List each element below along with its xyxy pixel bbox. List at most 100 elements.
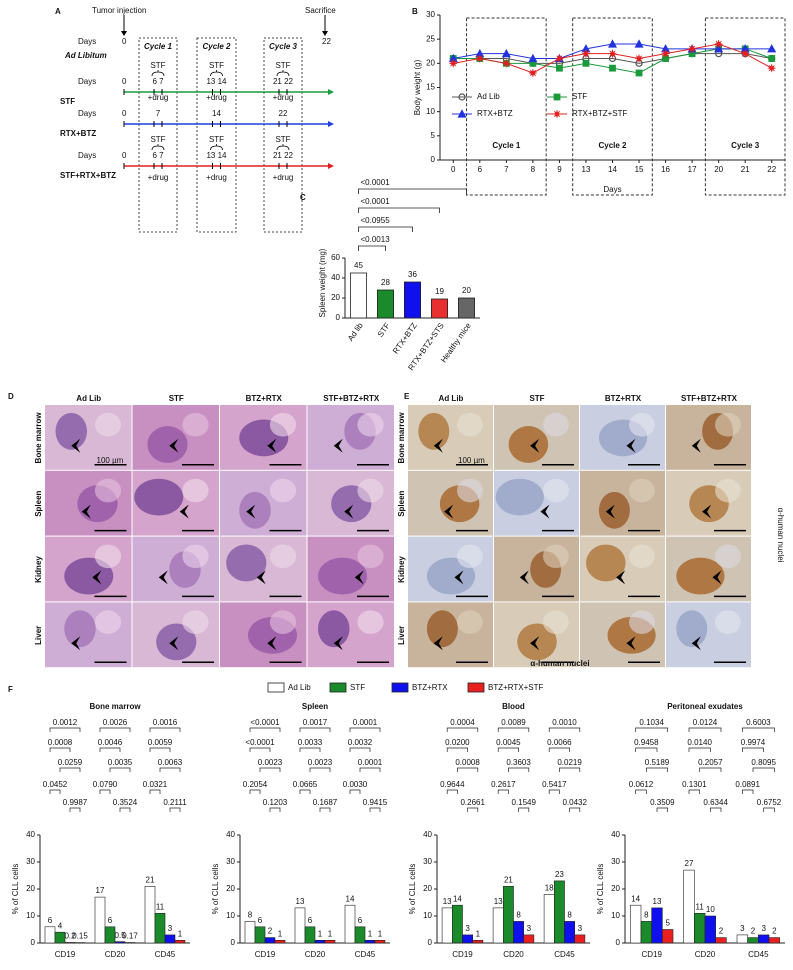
x-tick-label: CD19 — [255, 950, 276, 959]
tissue — [134, 478, 184, 516]
p-value: 0.2617 — [491, 780, 516, 789]
p-value: 0.0066 — [547, 738, 572, 747]
tissue — [426, 610, 458, 648]
panel-label: E — [404, 392, 410, 401]
tissue — [94, 544, 122, 569]
treatment: +drug — [148, 173, 169, 182]
arrowhead — [267, 438, 277, 453]
p-value: 0.0004 — [450, 718, 475, 727]
bar — [758, 934, 770, 944]
p-value: 0.3509 — [650, 798, 675, 807]
row-name: Ad Libitum — [64, 51, 107, 60]
row-label: Bone marrow — [397, 412, 406, 464]
tissue — [269, 412, 297, 437]
bracket — [49, 727, 81, 732]
value-label: 1 — [178, 929, 183, 938]
row-name: STF — [60, 97, 75, 106]
y-tick-label: 0 — [616, 938, 621, 947]
bracket — [99, 747, 121, 752]
bracket — [358, 207, 440, 213]
panel-label: F — [8, 685, 13, 694]
annotation: Cycle 3 — [731, 141, 760, 150]
marker — [449, 59, 458, 68]
marker — [609, 64, 616, 72]
day: 13 14 — [206, 151, 227, 160]
value-label: 10 — [706, 905, 715, 914]
x-tick-label: 20 — [714, 165, 723, 174]
brace — [151, 144, 165, 151]
bar — [564, 921, 575, 944]
bar — [94, 896, 106, 944]
bracket — [741, 747, 765, 752]
x-tick-label: CD45 — [554, 950, 575, 959]
bracket — [548, 747, 570, 752]
value-label: 1 — [476, 929, 481, 938]
marker — [556, 64, 563, 72]
cycle-label: Cycle 1 — [144, 42, 173, 51]
legend-swatch — [329, 682, 347, 693]
treatment: STF — [209, 61, 224, 70]
annotation: Cycle 1 — [492, 141, 521, 150]
chart-title: Blood — [502, 702, 525, 711]
bracket — [59, 767, 81, 772]
y-tick-label: 20 — [611, 884, 620, 893]
y-tick-label: 10 — [226, 911, 235, 920]
tissue — [226, 544, 267, 582]
value-label: 14 — [631, 894, 640, 903]
arrowhead — [246, 504, 256, 519]
value-label: 6 — [358, 916, 363, 925]
bracket — [349, 727, 381, 732]
y-tick-label: 0 — [431, 155, 436, 164]
tissue — [426, 557, 476, 595]
y-tick-label: 60 — [331, 253, 340, 262]
value-label: 0.5 — [114, 931, 126, 940]
y-tick-label: 40 — [226, 830, 235, 839]
value-label: 23 — [555, 870, 564, 879]
bracket — [249, 747, 271, 752]
bracket — [159, 767, 181, 772]
bracket — [149, 727, 181, 732]
value-label: 8 — [516, 911, 521, 920]
row-label: Spleen — [34, 490, 43, 516]
p-value: 0.0030 — [343, 780, 368, 789]
p-value: 0.0612 — [629, 780, 654, 789]
brace — [151, 70, 165, 77]
p-value: 0.2661 — [460, 798, 485, 807]
p-value: 0.0321 — [143, 780, 168, 789]
bracket — [349, 789, 361, 794]
arrowhead — [691, 636, 701, 651]
tissue — [715, 412, 741, 437]
bracket — [497, 727, 530, 732]
value-label: 19 — [435, 287, 444, 296]
tissue — [357, 412, 384, 437]
bar — [344, 904, 356, 944]
y-tick-label: 0 — [336, 313, 341, 322]
bar — [164, 934, 176, 944]
bracket — [169, 807, 181, 812]
y-axis-title: Spleen weight (mg) — [318, 248, 327, 317]
bar — [543, 894, 555, 944]
bar — [349, 272, 367, 319]
p-value: 0.0023 — [258, 758, 283, 767]
treatment: +drug — [148, 93, 169, 102]
bar — [324, 939, 336, 944]
day: 7 — [156, 109, 161, 118]
p-value: 0.0001 — [358, 758, 383, 767]
value-label: 6 — [48, 916, 53, 925]
day: 21 22 — [273, 77, 294, 86]
y-tick-label: 20 — [426, 58, 435, 67]
x-tick-label: CD20 — [503, 950, 524, 959]
bar — [264, 937, 276, 944]
arrow-head — [328, 163, 334, 169]
bar — [254, 926, 266, 944]
arrowhead — [626, 636, 636, 651]
y-axis-title: % of CLL cells — [11, 864, 20, 915]
value-label: 5 — [665, 919, 670, 928]
value-label: 6 — [258, 916, 263, 925]
p-value: 0.0045 — [496, 738, 521, 747]
bar — [376, 289, 394, 319]
treatment: +drug — [206, 93, 227, 102]
tissue — [676, 557, 725, 595]
p-value: 0.0016 — [153, 718, 178, 727]
tissue — [715, 478, 741, 503]
